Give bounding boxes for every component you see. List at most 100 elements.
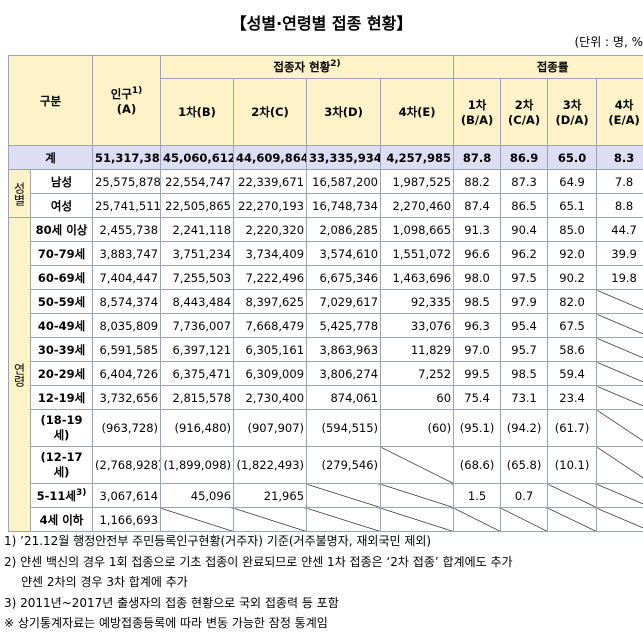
data-cell: 0.7 — [500, 483, 549, 508]
data-cell: (60) — [380, 409, 455, 447]
empty-cell — [306, 507, 382, 532]
row-label: 70-79세 — [29, 241, 94, 266]
data-cell: 59.4 — [547, 361, 598, 386]
data-cell: 98.5 — [453, 289, 502, 314]
data-cell: 3,734,409 — [233, 241, 308, 266]
label-text: (12-17 세) — [40, 450, 83, 479]
data-cell: 6,591,585 — [92, 337, 162, 362]
data-cell: 3,067,614 — [92, 483, 162, 508]
data-cell: 7,404,447 — [92, 265, 162, 290]
data-cell: 22,505,865 — [160, 193, 235, 218]
data-cell: 3,863,963 — [306, 337, 382, 362]
empty-cell — [596, 313, 643, 338]
data-cell: 6,404,726 — [92, 361, 162, 386]
note-mark: 3) — [75, 487, 87, 498]
total-row: 계 51,317,389 45,060,612 44,609,864 33,335,93… — [7, 145, 643, 170]
empty-cell — [160, 507, 235, 532]
data-cell: (10.1) — [547, 446, 598, 484]
data-cell: 97.5 — [500, 265, 549, 290]
data-cell: 7,222,496 — [233, 265, 308, 290]
data-cell: 45,060,612 — [160, 145, 235, 170]
empty-cell — [233, 507, 308, 532]
data-cell: 7,668,479 — [233, 313, 308, 338]
empty-cell — [596, 289, 643, 314]
header-text: (A) — [116, 101, 137, 116]
data-cell: 8,443,484 — [160, 289, 235, 314]
label-text: 60-69세 — [37, 270, 86, 285]
data-cell: 7.8 — [596, 169, 643, 194]
data-cell: 44,609,864 — [233, 145, 308, 170]
data-cell: 92,335 — [380, 289, 455, 314]
label-text: 여성 — [50, 198, 73, 213]
data-cell: (61.7) — [547, 409, 598, 447]
data-cell: 22,270,193 — [233, 193, 308, 218]
empty-cell — [380, 507, 455, 532]
data-cell: 92.0 — [547, 241, 598, 266]
empty-cell — [596, 409, 643, 447]
data-row: 5-11세3) 3,067,614 45,096 21,965 1.5 0.7 — [9, 483, 643, 508]
data-cell: 2,220,320 — [233, 217, 308, 242]
header-cell: 접종률 — [453, 55, 643, 79]
data-row: 30-39세 6,591,585 6,397,121 6,305,161 3,863,9… — [9, 337, 643, 362]
data-cell: 97.9 — [500, 289, 549, 314]
header-cell: 4차(E) — [380, 78, 455, 146]
data-cell: 90.4 — [500, 217, 549, 242]
header-text: 인구 — [110, 86, 132, 101]
data-cell: 16,587,200 — [306, 169, 382, 194]
header-text: (B/A) — [460, 113, 494, 127]
data-row: 여성 25,741,511 22,505,865 22,270,193 16,748,7… — [9, 193, 643, 218]
row-label: 20-29세 — [29, 361, 94, 386]
data-cell: 1,551,072 — [380, 241, 455, 266]
data-cell: 91.3 — [453, 217, 502, 242]
data-cell: 44.7 — [596, 217, 643, 242]
group-label: 연령 — [8, 217, 31, 532]
row-label: 5-11세3) — [29, 483, 94, 508]
table: 구분 인구1) (A) 접종자 현황2) 접종률 1차(B) 2차(C) 3차(D) 4차(E)… — [7, 55, 643, 532]
title: 【성별·연령별 접종 현황】 — [230, 14, 413, 33]
data-cell: 8.8 — [596, 193, 643, 218]
data-cell: 97.0 — [453, 337, 502, 362]
empty-cell — [547, 483, 598, 508]
header-cell: 인구1) (A) — [92, 55, 162, 146]
data-row: 50-59세 8,574,374 8,443,484 8,397,625 7,029,6… — [9, 289, 643, 314]
empty-cell — [596, 361, 643, 386]
data-cell: 6,309,009 — [233, 361, 308, 386]
data-cell: 60 — [380, 385, 455, 410]
row-label: 여성 — [29, 193, 94, 218]
data-cell: (94.2) — [500, 409, 549, 447]
header-cell: 구분 — [7, 55, 94, 146]
label-text: 4세 이하 — [39, 512, 84, 527]
data-cell: 98.0 — [453, 265, 502, 290]
data-cell: (907,907) — [233, 409, 308, 447]
note-mark: 1) — [131, 85, 143, 96]
data-cell: 5,425,778 — [306, 313, 382, 338]
label-text: 40-49세 — [37, 318, 86, 333]
data-cell: 7,736,007 — [160, 313, 235, 338]
data-cell: 8.3 — [596, 145, 643, 170]
data-cell: 25,575,878 — [92, 169, 162, 194]
header-text: 1차 — [467, 98, 487, 112]
data-cell: 2,086,285 — [306, 217, 382, 242]
data-cell: 87.8 — [453, 145, 502, 170]
row-label: 계 — [7, 145, 94, 170]
header-cell: 1차(B) — [160, 78, 235, 146]
footnote: 2) 얀센 백신의 경우 1회 접종으로 기초 접종이 완료되므로 얀센 1차 … — [4, 554, 513, 569]
data-cell: 73.1 — [500, 385, 549, 410]
data-cell: 16,748,734 — [306, 193, 382, 218]
data-cell: (95.1) — [453, 409, 502, 447]
row-label: 60-69세 — [29, 265, 94, 290]
data-cell: 21,965 — [233, 483, 308, 508]
empty-cell — [306, 483, 382, 508]
data-cell: 3,732,656 — [92, 385, 162, 410]
data-cell: 96.3 — [453, 313, 502, 338]
data-cell: 8,397,625 — [233, 289, 308, 314]
empty-cell — [596, 507, 643, 532]
data-cell: 11,829 — [380, 337, 455, 362]
footnote: 3) 2011년~2017년 출생자의 접종 현황으로 국외 접종력 등 포함 — [4, 595, 339, 610]
header-row: 1차(B) 2차(C) 3차(D) 4차(E) 1차 (B/A) 2차 (C/A) 3차 (D/A… — [9, 78, 643, 146]
data-cell: (68.6) — [453, 446, 502, 484]
data-cell: 98.5 — [500, 361, 549, 386]
empty-cell — [596, 483, 643, 508]
data-cell: 33,335,934 — [306, 145, 382, 170]
